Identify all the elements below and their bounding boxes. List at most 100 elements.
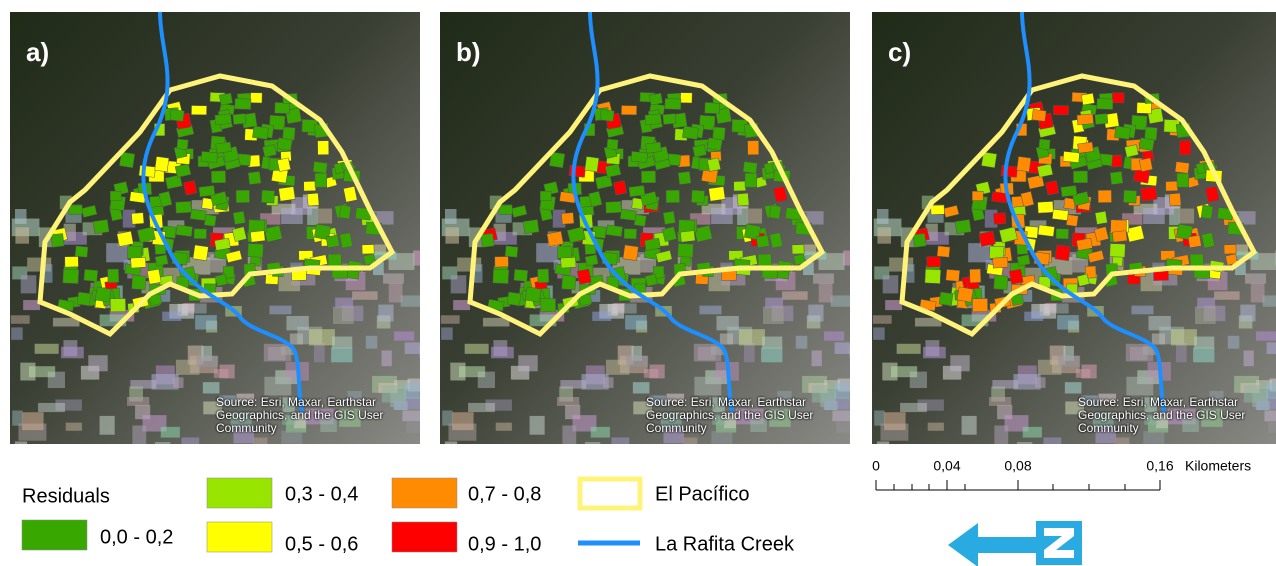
building <box>514 269 528 281</box>
building <box>235 99 251 110</box>
roof <box>994 425 1008 445</box>
building <box>606 225 623 237</box>
roof <box>264 377 291 396</box>
building <box>663 211 675 224</box>
building <box>1180 141 1191 155</box>
roof <box>763 307 784 324</box>
roof <box>38 403 65 412</box>
building <box>279 187 296 202</box>
roof <box>389 283 403 302</box>
roof <box>891 366 917 377</box>
roof <box>445 209 457 224</box>
building <box>233 114 246 125</box>
building <box>623 245 638 261</box>
building <box>1114 126 1130 139</box>
legend-label: 0,3 - 0,4 <box>285 483 358 505</box>
building <box>248 172 261 185</box>
building <box>707 158 720 172</box>
roof <box>1024 312 1043 321</box>
building <box>190 209 206 220</box>
building <box>607 139 618 150</box>
roof <box>100 416 115 435</box>
roof <box>1245 273 1266 283</box>
building <box>110 191 121 200</box>
legend-swatch <box>392 478 457 508</box>
roof <box>1244 350 1254 366</box>
attribution: Source: Esri, Maxar, Earthstar Geographi… <box>1078 396 1268 435</box>
roof <box>711 208 733 224</box>
attribution: Source: Esri, Maxar, Earthstar Geographi… <box>216 396 406 435</box>
building <box>1205 186 1219 202</box>
building <box>665 99 681 110</box>
north-arrow <box>948 521 1082 566</box>
roof <box>413 251 427 266</box>
roof <box>873 315 892 323</box>
building <box>955 220 971 234</box>
building <box>682 126 698 139</box>
building <box>600 109 614 121</box>
building <box>318 141 329 155</box>
building <box>304 181 316 191</box>
roof <box>560 380 586 389</box>
building <box>931 205 945 215</box>
building <box>199 186 215 197</box>
roof <box>15 227 29 243</box>
building <box>1063 151 1080 162</box>
building <box>155 157 169 172</box>
roof <box>633 382 650 393</box>
building <box>1139 158 1152 172</box>
building <box>693 145 707 158</box>
roof <box>1194 337 1214 349</box>
building <box>75 246 88 257</box>
building <box>339 205 351 219</box>
building <box>1125 145 1139 158</box>
building <box>713 127 726 140</box>
building <box>1110 172 1123 185</box>
building <box>557 246 572 259</box>
building <box>1141 187 1158 202</box>
building <box>972 191 983 200</box>
roof <box>309 329 335 345</box>
building <box>131 213 143 225</box>
roof <box>835 342 852 354</box>
roof <box>734 450 758 464</box>
roof <box>333 307 354 324</box>
roof <box>557 397 579 406</box>
building <box>1145 127 1158 140</box>
roof <box>23 300 40 310</box>
roof <box>406 422 423 433</box>
roof <box>61 347 84 359</box>
roof <box>812 350 822 366</box>
roof <box>625 315 647 329</box>
building <box>1110 244 1126 258</box>
building <box>252 126 268 139</box>
roof <box>459 366 485 377</box>
building <box>523 220 539 234</box>
building <box>927 256 941 267</box>
legend-swatch <box>207 522 272 552</box>
building <box>176 225 193 237</box>
roof <box>762 337 782 349</box>
building <box>1055 245 1070 261</box>
building <box>705 102 720 113</box>
roof <box>849 346 874 358</box>
legend-label: 0,5 - 0,6 <box>285 533 358 555</box>
building <box>248 244 264 258</box>
building <box>561 257 576 268</box>
building <box>1032 109 1046 121</box>
roof <box>950 355 969 371</box>
building <box>1095 114 1108 125</box>
legend-swatch <box>207 478 272 508</box>
building <box>641 171 655 183</box>
building <box>1078 142 1094 153</box>
figure: Residuals El Pacífico La Rafita Creek Ki… <box>0 0 1276 566</box>
roof <box>720 334 733 345</box>
roof <box>1017 442 1032 451</box>
roof <box>162 312 181 321</box>
building <box>525 287 541 302</box>
roof <box>962 416 977 435</box>
building <box>620 209 636 220</box>
roof <box>831 295 851 306</box>
building <box>707 138 722 151</box>
building <box>191 106 206 115</box>
